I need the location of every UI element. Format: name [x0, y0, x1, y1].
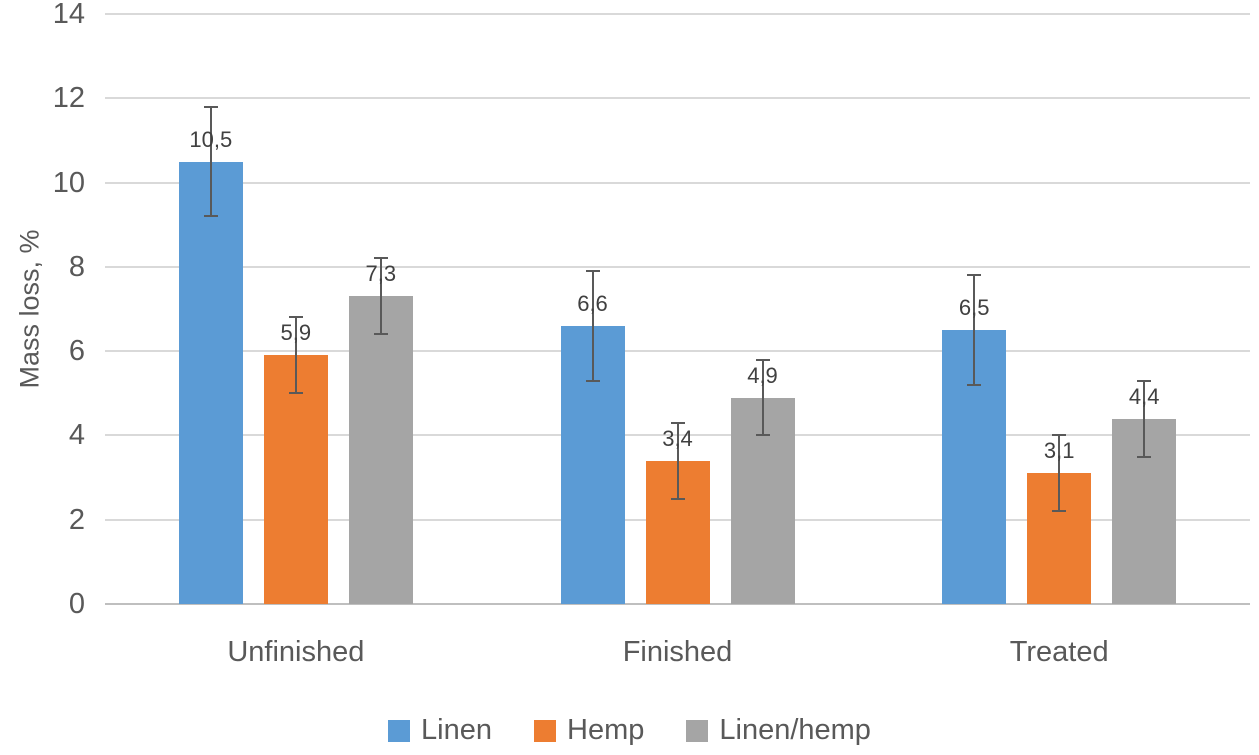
data-label-linen-finished: 6,6: [577, 290, 608, 316]
category-label-treated: Treated: [1009, 636, 1109, 668]
legend-swatch-hemp: [534, 719, 557, 742]
gridline-10: [105, 181, 1250, 184]
bar-linen-hemp-unfinished: [348, 296, 413, 604]
error-bar-line: [676, 422, 679, 499]
error-bar-line: [761, 359, 764, 436]
error-bar-cap-top: [967, 274, 982, 277]
error-bar-line: [973, 275, 976, 385]
legend-label-linen-hemp: Linen/hemp: [719, 714, 871, 746]
error-bar-cap-bottom: [203, 215, 218, 218]
error-bar-line: [294, 317, 297, 394]
error-bar-cap-bottom: [1137, 455, 1152, 458]
y-tick-label-8: 8: [68, 250, 85, 283]
data-label-linen-unfinished: 10,5: [189, 126, 233, 152]
legend-item-linen-hemp: Linen/hemp: [686, 714, 871, 747]
category-label-unfinished: Unfinished: [227, 636, 365, 668]
gridline-14: [105, 13, 1250, 15]
legend-item-hemp: Hemp: [534, 714, 644, 747]
y-tick-label-6: 6: [68, 335, 85, 368]
error-bar-cap-top: [373, 257, 388, 260]
category-label-finished: Finished: [622, 636, 733, 668]
gridline-0: [105, 603, 1250, 605]
error-bar-cap-top: [755, 358, 770, 361]
legend-swatch-linen-hemp: [686, 719, 709, 742]
data-label-hemp-treated: 3,1: [1043, 438, 1075, 464]
error-bar-line: [1058, 435, 1061, 512]
gridline-8: [105, 265, 1250, 268]
y-tick-label-10: 10: [52, 166, 85, 199]
y-tick-label-0: 0: [68, 588, 85, 620]
gridline-12: [105, 97, 1250, 100]
error-bar-cap-bottom: [585, 379, 600, 382]
error-bar-cap-top: [585, 270, 600, 273]
error-bar-cap-bottom: [755, 434, 770, 437]
legend-item-linen: Linen: [388, 714, 492, 747]
bar-linen-unfinished: [178, 161, 243, 604]
error-bar-cap-top: [1052, 434, 1067, 437]
y-tick-label-12: 12: [52, 82, 85, 115]
data-label-linen-hemp-finished: 4,9: [747, 362, 778, 388]
error-bar-cap-bottom: [373, 333, 388, 336]
y-tick-label-14: 14: [52, 0, 85, 30]
error-bar-line: [1143, 380, 1146, 457]
error-bar-cap-bottom: [967, 383, 982, 386]
error-bar-line: [591, 271, 594, 381]
data-label-linen-hemp-unfinished: 7,3: [365, 261, 397, 287]
legend-label-linen: Linen: [421, 714, 493, 746]
data-label-linen-hemp-treated: 4,4: [1128, 383, 1160, 409]
y-tick-label-4: 4: [68, 419, 85, 452]
error-bar-cap-top: [670, 421, 685, 424]
legend-swatch-linen: [388, 719, 411, 742]
error-bar-cap-top: [1137, 379, 1152, 382]
bar-hemp-unfinished: [263, 355, 328, 604]
gridline-6: [105, 350, 1250, 353]
y-tick-label-2: 2: [68, 503, 85, 536]
data-label-hemp-unfinished: 5,9: [280, 320, 312, 346]
error-bar-cap-bottom: [1052, 510, 1067, 513]
error-bar-cap-top: [288, 316, 303, 319]
data-label-hemp-finished: 3,4: [662, 425, 693, 451]
error-bar-cap-top: [203, 105, 218, 108]
error-bar-line: [379, 258, 382, 335]
data-label-linen-treated: 6,5: [958, 295, 990, 321]
legend: Linen Hemp Linen/hemp: [0, 714, 1259, 747]
error-bar-cap-bottom: [670, 497, 685, 500]
error-bar-line: [209, 106, 212, 217]
error-bar-cap-bottom: [288, 392, 303, 395]
legend-label-hemp: Hemp: [567, 714, 645, 746]
